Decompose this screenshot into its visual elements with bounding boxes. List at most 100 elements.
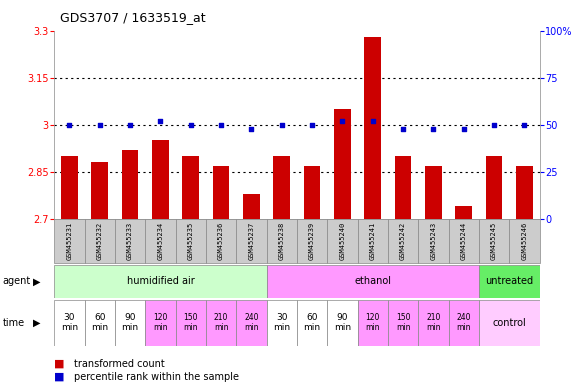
- Point: [216, 122, 226, 128]
- Bar: [357, 219, 388, 263]
- Text: GSM455245: GSM455245: [491, 222, 497, 260]
- Text: percentile rank within the sample: percentile rank within the sample: [74, 372, 239, 382]
- Point: [186, 122, 195, 128]
- Point: [65, 122, 74, 128]
- Bar: [388, 219, 418, 263]
- Text: GSM455236: GSM455236: [218, 222, 224, 260]
- Text: 210
min: 210 min: [426, 313, 441, 332]
- Text: 210
min: 210 min: [214, 313, 228, 332]
- Bar: [152, 141, 169, 219]
- Text: GSM455232: GSM455232: [96, 222, 103, 260]
- Bar: [176, 300, 206, 346]
- Bar: [327, 219, 357, 263]
- Text: ▶: ▶: [33, 276, 41, 286]
- Bar: [206, 300, 236, 346]
- Bar: [54, 300, 85, 346]
- Text: 120
min: 120 min: [153, 313, 168, 332]
- Text: 240
min: 240 min: [456, 313, 471, 332]
- Bar: [297, 219, 327, 263]
- Point: [308, 122, 317, 128]
- Bar: [91, 162, 108, 219]
- Bar: [243, 194, 260, 219]
- Point: [156, 118, 165, 124]
- Text: 60
min: 60 min: [304, 313, 321, 332]
- Text: GSM455241: GSM455241: [370, 222, 376, 260]
- Point: [429, 126, 438, 132]
- Text: untreated: untreated: [485, 276, 533, 286]
- Bar: [388, 300, 418, 346]
- Text: humidified air: humidified air: [127, 276, 194, 286]
- Text: ■: ■: [54, 372, 65, 382]
- Point: [338, 118, 347, 124]
- Bar: [145, 300, 176, 346]
- Text: ethanol: ethanol: [354, 276, 391, 286]
- Text: GSM455233: GSM455233: [127, 222, 133, 260]
- Bar: [395, 156, 412, 219]
- Bar: [304, 166, 320, 219]
- Bar: [418, 219, 449, 263]
- Bar: [54, 265, 267, 298]
- Bar: [85, 219, 115, 263]
- Bar: [334, 109, 351, 219]
- Bar: [54, 219, 85, 263]
- Text: time: time: [3, 318, 25, 328]
- Text: 150
min: 150 min: [183, 313, 198, 332]
- Bar: [182, 156, 199, 219]
- Bar: [425, 166, 442, 219]
- Text: 90
min: 90 min: [122, 313, 139, 332]
- Text: GSM455235: GSM455235: [188, 222, 194, 260]
- Bar: [236, 300, 267, 346]
- Text: control: control: [492, 318, 526, 328]
- Bar: [176, 219, 206, 263]
- Bar: [145, 219, 176, 263]
- Text: GSM455246: GSM455246: [521, 222, 528, 260]
- Bar: [479, 300, 540, 346]
- Bar: [115, 300, 145, 346]
- Text: GSM455242: GSM455242: [400, 222, 406, 260]
- Bar: [297, 300, 327, 346]
- Text: GSM455234: GSM455234: [158, 222, 163, 260]
- Text: 150
min: 150 min: [396, 313, 411, 332]
- Bar: [456, 206, 472, 219]
- Text: 120
min: 120 min: [365, 313, 380, 332]
- Text: ▶: ▶: [33, 318, 41, 328]
- Point: [126, 122, 135, 128]
- Bar: [327, 300, 357, 346]
- Bar: [267, 265, 479, 298]
- Bar: [486, 156, 502, 219]
- Bar: [449, 219, 479, 263]
- Text: 30
min: 30 min: [273, 313, 290, 332]
- Bar: [449, 300, 479, 346]
- Bar: [206, 219, 236, 263]
- Text: GSM455243: GSM455243: [431, 222, 436, 260]
- Text: GSM455239: GSM455239: [309, 222, 315, 260]
- Point: [277, 122, 286, 128]
- Text: GDS3707 / 1633519_at: GDS3707 / 1633519_at: [60, 11, 206, 24]
- Text: GSM455231: GSM455231: [66, 222, 73, 260]
- Point: [95, 122, 104, 128]
- Bar: [122, 150, 138, 219]
- Text: transformed count: transformed count: [74, 359, 165, 369]
- Text: GSM455238: GSM455238: [279, 222, 285, 260]
- Bar: [267, 219, 297, 263]
- Bar: [267, 300, 297, 346]
- Bar: [274, 156, 290, 219]
- Bar: [61, 156, 78, 219]
- Bar: [357, 300, 388, 346]
- Text: 240
min: 240 min: [244, 313, 259, 332]
- Point: [520, 122, 529, 128]
- Bar: [364, 37, 381, 219]
- Bar: [115, 219, 145, 263]
- Point: [459, 126, 468, 132]
- Text: GSM455244: GSM455244: [461, 222, 467, 260]
- Point: [489, 122, 498, 128]
- Point: [247, 126, 256, 132]
- Text: 30
min: 30 min: [61, 313, 78, 332]
- Bar: [479, 265, 540, 298]
- Bar: [85, 300, 115, 346]
- Text: GSM455237: GSM455237: [248, 222, 255, 260]
- Point: [368, 118, 377, 124]
- Bar: [479, 219, 509, 263]
- Point: [399, 126, 408, 132]
- Bar: [516, 166, 533, 219]
